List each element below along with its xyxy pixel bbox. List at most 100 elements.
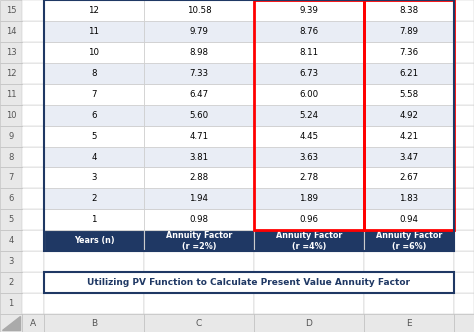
FancyBboxPatch shape (144, 105, 254, 125)
FancyBboxPatch shape (254, 293, 364, 314)
FancyBboxPatch shape (364, 230, 454, 251)
FancyBboxPatch shape (454, 230, 474, 251)
FancyBboxPatch shape (144, 0, 254, 21)
FancyBboxPatch shape (254, 146, 364, 167)
Text: 8: 8 (91, 69, 97, 78)
FancyBboxPatch shape (144, 167, 254, 188)
FancyBboxPatch shape (44, 0, 144, 21)
FancyBboxPatch shape (364, 63, 454, 84)
FancyBboxPatch shape (364, 105, 454, 125)
Text: 6.73: 6.73 (300, 69, 319, 78)
FancyBboxPatch shape (44, 0, 144, 21)
FancyBboxPatch shape (144, 272, 254, 293)
FancyBboxPatch shape (44, 167, 144, 188)
FancyBboxPatch shape (44, 125, 144, 146)
FancyBboxPatch shape (364, 188, 454, 209)
FancyBboxPatch shape (0, 125, 22, 146)
Text: 3: 3 (9, 257, 14, 266)
FancyBboxPatch shape (254, 125, 364, 146)
Text: 2: 2 (9, 278, 14, 287)
FancyBboxPatch shape (144, 188, 254, 209)
Text: 15: 15 (6, 6, 16, 15)
FancyBboxPatch shape (254, 167, 364, 188)
FancyBboxPatch shape (44, 314, 144, 332)
FancyBboxPatch shape (0, 84, 22, 105)
FancyBboxPatch shape (44, 209, 144, 230)
FancyBboxPatch shape (364, 42, 454, 63)
FancyBboxPatch shape (0, 293, 22, 314)
FancyBboxPatch shape (144, 125, 254, 146)
FancyBboxPatch shape (144, 167, 254, 188)
FancyBboxPatch shape (364, 146, 454, 167)
Text: 4.92: 4.92 (400, 111, 419, 120)
Text: 5.60: 5.60 (190, 111, 209, 120)
FancyBboxPatch shape (364, 42, 454, 63)
Text: 0.96: 0.96 (300, 215, 319, 224)
FancyBboxPatch shape (364, 167, 454, 188)
Text: 7.36: 7.36 (400, 48, 419, 57)
FancyBboxPatch shape (144, 146, 254, 167)
Text: 4.21: 4.21 (400, 131, 419, 140)
FancyBboxPatch shape (254, 21, 364, 42)
FancyBboxPatch shape (22, 42, 44, 63)
Text: 2.67: 2.67 (400, 173, 419, 182)
FancyBboxPatch shape (364, 63, 454, 84)
FancyBboxPatch shape (254, 209, 364, 230)
FancyBboxPatch shape (364, 21, 454, 42)
FancyBboxPatch shape (44, 42, 144, 63)
FancyBboxPatch shape (364, 84, 454, 105)
FancyBboxPatch shape (254, 84, 364, 105)
Text: 10: 10 (6, 111, 16, 120)
Text: 6: 6 (91, 111, 97, 120)
Text: 1.89: 1.89 (300, 194, 319, 204)
Text: 9.79: 9.79 (190, 27, 209, 36)
FancyBboxPatch shape (144, 209, 254, 230)
Text: Annuity Factor
(r =2%): Annuity Factor (r =2%) (166, 231, 232, 251)
Text: 11: 11 (89, 27, 100, 36)
FancyBboxPatch shape (454, 167, 474, 188)
FancyBboxPatch shape (364, 0, 454, 21)
FancyBboxPatch shape (144, 42, 254, 63)
FancyBboxPatch shape (44, 230, 144, 251)
FancyBboxPatch shape (254, 105, 364, 125)
Text: 0.94: 0.94 (400, 215, 419, 224)
FancyBboxPatch shape (22, 251, 44, 272)
Text: 7.33: 7.33 (190, 69, 209, 78)
Text: C: C (196, 318, 202, 327)
Text: 4.45: 4.45 (300, 131, 319, 140)
FancyBboxPatch shape (364, 105, 454, 125)
Text: 3.81: 3.81 (190, 152, 209, 161)
FancyBboxPatch shape (144, 63, 254, 84)
FancyBboxPatch shape (454, 146, 474, 167)
Text: 2.78: 2.78 (300, 173, 319, 182)
FancyBboxPatch shape (254, 188, 364, 209)
FancyBboxPatch shape (364, 188, 454, 209)
FancyBboxPatch shape (364, 0, 454, 21)
FancyBboxPatch shape (364, 125, 454, 146)
FancyBboxPatch shape (254, 63, 364, 84)
FancyBboxPatch shape (254, 272, 364, 293)
Text: 8.11: 8.11 (300, 48, 319, 57)
FancyBboxPatch shape (0, 21, 22, 42)
Text: 10.58: 10.58 (187, 6, 211, 15)
FancyBboxPatch shape (22, 230, 44, 251)
Text: 8.98: 8.98 (190, 48, 209, 57)
Text: 12: 12 (89, 6, 100, 15)
FancyBboxPatch shape (44, 209, 144, 230)
FancyBboxPatch shape (454, 105, 474, 125)
Text: 1.94: 1.94 (190, 194, 209, 204)
FancyBboxPatch shape (364, 21, 454, 42)
Polygon shape (2, 316, 20, 330)
FancyBboxPatch shape (254, 230, 364, 251)
FancyBboxPatch shape (454, 84, 474, 105)
FancyBboxPatch shape (44, 272, 454, 293)
Text: 7: 7 (9, 173, 14, 182)
FancyBboxPatch shape (22, 63, 44, 84)
FancyBboxPatch shape (254, 63, 364, 84)
Text: 3: 3 (91, 173, 97, 182)
FancyBboxPatch shape (254, 105, 364, 125)
FancyBboxPatch shape (44, 125, 144, 146)
Text: 5.58: 5.58 (400, 90, 419, 99)
FancyBboxPatch shape (22, 314, 44, 332)
FancyBboxPatch shape (454, 0, 474, 21)
